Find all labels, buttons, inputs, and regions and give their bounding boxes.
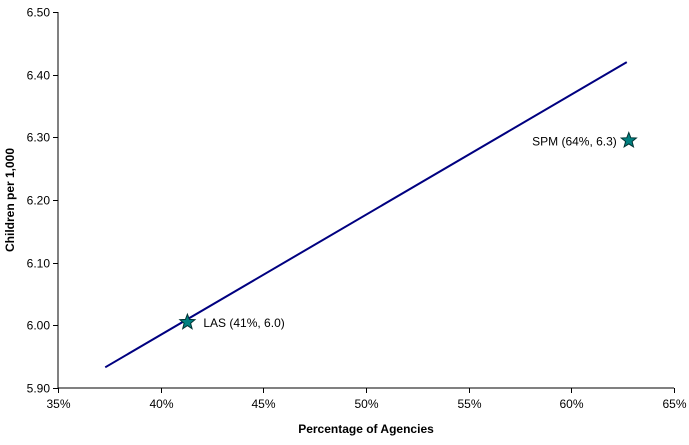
ticks: 5.90 6.00 6.10 6.20 6.30 6.40 6.50 35% 40% 45% 50%… (27, 6, 687, 412)
marks: LAS (41%, 6.0) SPM (64%, 6.3) (104, 61, 638, 369)
x-tick-label: 45% (251, 397, 275, 411)
y-tick-label: 6.00 (27, 319, 51, 333)
y-tick-label: 6.30 (27, 131, 51, 145)
x-tick-label: 40% (149, 397, 173, 411)
y-tick-label: 6.40 (27, 69, 51, 83)
axes (57, 12, 674, 389)
y-tick-label: 6.20 (27, 194, 51, 208)
star-marker (178, 312, 197, 330)
star-marker (619, 131, 638, 149)
x-tick-label: 55% (457, 397, 481, 411)
x-axis-label: Percentage of Agencies (298, 422, 434, 436)
x-tick-label: 65% (662, 397, 686, 411)
x-tick-label: 60% (559, 397, 583, 411)
y-axis-label: Children per 1,000 (3, 148, 17, 252)
point-label: LAS (41%, 6.0) (203, 316, 284, 330)
y-tick-label: 5.90 (27, 382, 51, 396)
trend-line (104, 61, 628, 369)
x-tick-label: 35% (46, 397, 70, 411)
point-label: SPM (64%, 6.3) (532, 134, 617, 148)
y-tick-label: 6.10 (27, 257, 51, 271)
y-tick-label: 6.50 (27, 6, 51, 20)
x-tick-label: 50% (354, 397, 378, 411)
